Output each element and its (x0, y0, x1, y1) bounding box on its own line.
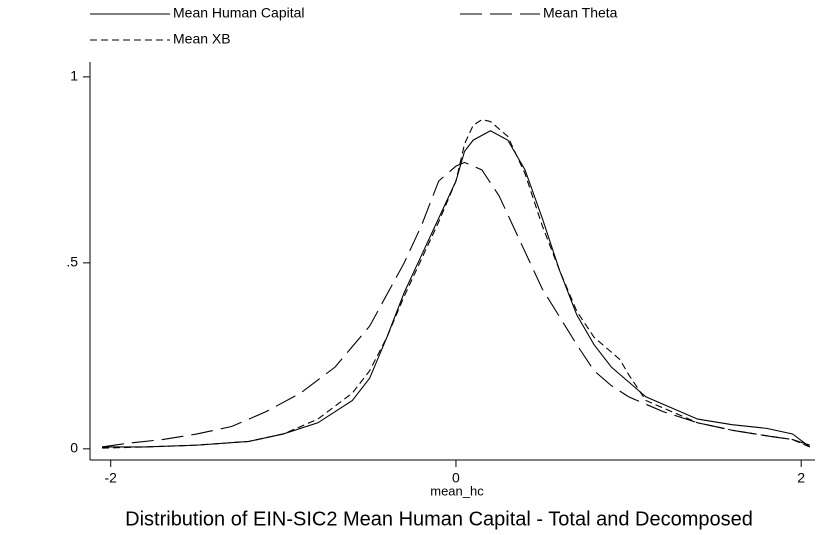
series-line (102, 130, 811, 448)
legend-label: Mean Human Capital (173, 5, 305, 21)
x-tick-label: 2 (797, 470, 805, 486)
y-tick-label: .5 (66, 254, 78, 270)
legend-label: Mean Theta (543, 5, 618, 21)
x-tick-label: 0 (452, 470, 460, 486)
series-line (102, 161, 810, 448)
legend-label: Mean XB (173, 31, 231, 47)
chart-title: Distribution of EIN-SIC2 Mean Human Capi… (125, 508, 753, 530)
series-line (102, 119, 811, 449)
x-tick-label: -2 (104, 470, 117, 486)
y-tick-label: 1 (70, 68, 78, 84)
x-axis-label: mean_hc (430, 483, 484, 498)
y-tick-label: 0 (70, 440, 78, 456)
